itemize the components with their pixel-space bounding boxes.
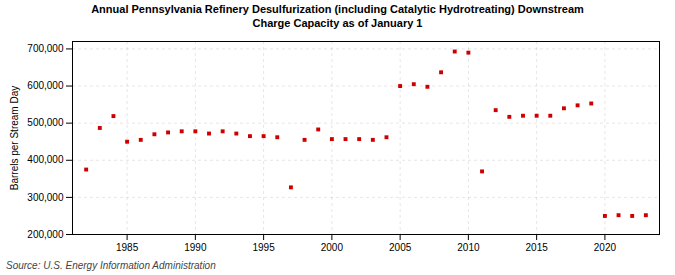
svg-text:1985: 1985 — [116, 241, 139, 252]
html-text:Annual Pennsylvania Refinery D: Annual Pennsylvania Refinery Desulfuriza… — [91, 3, 584, 29]
html-text:Source: U.S. Energy Informatio: Source: U.S. Energy Information Administ… — [6, 259, 216, 271]
svg-text:200,000: 200,000 — [27, 228, 64, 239]
svg-text:700,000: 700,000 — [27, 43, 64, 54]
svg-text:Barrels per Stream Day: Barrels per Stream Day — [9, 85, 20, 189]
svg-text:2000: 2000 — [321, 241, 344, 252]
svg-text:300,000: 300,000 — [27, 191, 64, 202]
svg-text:1990: 1990 — [184, 241, 207, 252]
svg-text:400,000: 400,000 — [27, 154, 64, 165]
svg-text:500,000: 500,000 — [27, 117, 64, 128]
svg-text:2015: 2015 — [526, 241, 549, 252]
svg-text:600,000: 600,000 — [27, 80, 64, 91]
svg-text:2010: 2010 — [457, 241, 480, 252]
svg-text:2020: 2020 — [594, 241, 617, 252]
svg-text:2005: 2005 — [389, 241, 412, 252]
svg-text:1995: 1995 — [252, 241, 275, 252]
